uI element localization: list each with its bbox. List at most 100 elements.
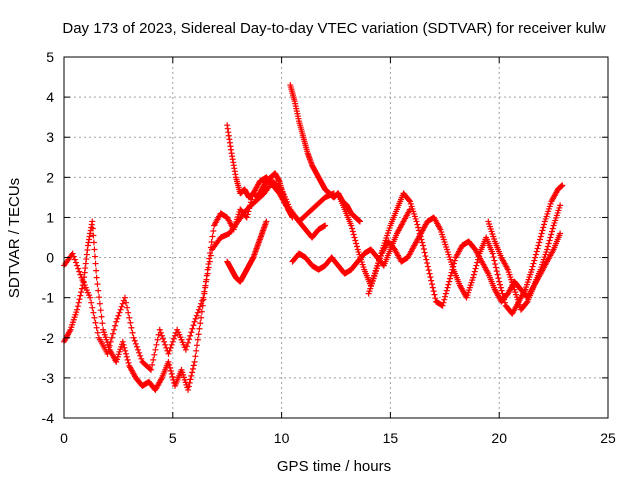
data-point bbox=[72, 259, 79, 266]
data-point bbox=[470, 271, 477, 278]
data-point bbox=[544, 246, 551, 253]
data-point bbox=[446, 278, 453, 285]
series-track-h bbox=[365, 182, 566, 317]
series-track-c bbox=[224, 122, 296, 221]
plot-frame bbox=[63, 56, 609, 419]
data-point bbox=[447, 272, 454, 279]
data-point bbox=[500, 293, 507, 300]
data-point bbox=[263, 218, 270, 225]
data-point bbox=[420, 246, 427, 253]
data-point bbox=[197, 303, 203, 310]
data-point bbox=[474, 259, 481, 266]
data-point bbox=[559, 182, 566, 189]
data-point bbox=[440, 299, 447, 306]
data-point bbox=[530, 260, 537, 267]
x-tick-label: 20 bbox=[491, 430, 507, 446]
data-point bbox=[124, 356, 131, 363]
data-point bbox=[111, 326, 118, 333]
data-point bbox=[90, 232, 97, 239]
data-point bbox=[131, 337, 138, 344]
x-tick-label: 0 bbox=[60, 430, 68, 446]
data-point bbox=[91, 314, 98, 321]
data-point bbox=[74, 306, 81, 313]
data-point bbox=[532, 254, 539, 261]
data-point bbox=[474, 256, 481, 263]
data-point bbox=[125, 309, 132, 316]
data-point bbox=[193, 312, 200, 319]
series-track-f bbox=[289, 206, 413, 277]
data-point bbox=[136, 349, 143, 356]
data-point bbox=[190, 322, 197, 329]
data-point bbox=[204, 270, 211, 277]
data-point bbox=[351, 234, 358, 241]
data-point bbox=[149, 361, 156, 368]
data-point bbox=[167, 344, 174, 351]
data-point bbox=[76, 268, 83, 275]
data-point bbox=[538, 230, 545, 237]
data-point bbox=[92, 319, 99, 326]
data-point bbox=[348, 222, 355, 229]
data-point bbox=[443, 287, 450, 294]
data-point bbox=[198, 300, 205, 307]
data-point bbox=[77, 271, 84, 278]
x-tick-label: 5 bbox=[169, 430, 177, 446]
data-point bbox=[169, 338, 176, 345]
data-point bbox=[356, 218, 363, 225]
data-point bbox=[492, 264, 499, 271]
data-point bbox=[350, 231, 357, 238]
data-point bbox=[501, 299, 508, 306]
y-tick-label: -4 bbox=[42, 410, 55, 426]
data-point bbox=[190, 362, 197, 369]
data-point bbox=[183, 343, 190, 350]
data-point bbox=[70, 253, 77, 260]
data-point bbox=[490, 254, 497, 261]
data-point bbox=[205, 264, 212, 271]
data-point bbox=[118, 303, 125, 310]
data-point bbox=[444, 284, 451, 291]
data-point bbox=[195, 306, 202, 313]
data-point bbox=[96, 300, 103, 307]
data-point bbox=[104, 350, 111, 357]
data-point bbox=[157, 329, 164, 336]
data-point bbox=[133, 343, 140, 350]
data-point bbox=[74, 303, 81, 310]
data-point bbox=[207, 252, 214, 259]
data-point bbox=[489, 250, 496, 257]
data-point bbox=[126, 314, 133, 321]
data-point bbox=[168, 341, 175, 348]
data-point bbox=[167, 367, 174, 374]
data-point bbox=[127, 319, 134, 326]
data-point bbox=[523, 299, 530, 306]
data-point bbox=[152, 346, 159, 353]
data-point bbox=[94, 281, 101, 288]
data-point bbox=[74, 262, 81, 269]
data-point bbox=[429, 281, 436, 288]
data-point bbox=[169, 373, 176, 380]
data-point bbox=[549, 225, 556, 232]
data-point bbox=[470, 274, 477, 281]
data-point bbox=[123, 299, 130, 306]
data-point bbox=[94, 329, 101, 336]
data-point bbox=[537, 236, 543, 243]
data-point bbox=[419, 239, 426, 246]
data-point bbox=[188, 372, 195, 379]
data-point bbox=[196, 325, 203, 332]
data-point bbox=[93, 274, 100, 281]
data-point bbox=[134, 346, 141, 353]
y-tick-label: 4 bbox=[46, 89, 54, 105]
data-point bbox=[532, 251, 539, 258]
data-point bbox=[544, 243, 551, 250]
data-point bbox=[420, 242, 427, 249]
data-point bbox=[115, 312, 122, 319]
data-point bbox=[119, 300, 126, 307]
data-point bbox=[208, 239, 215, 246]
data-point bbox=[171, 332, 178, 339]
data-point bbox=[187, 332, 194, 339]
data-point bbox=[193, 347, 200, 354]
data-point bbox=[109, 330, 116, 337]
data-point bbox=[427, 274, 434, 281]
data-point bbox=[120, 341, 127, 348]
data-point bbox=[150, 356, 157, 363]
data-point bbox=[114, 315, 121, 322]
data-point bbox=[322, 222, 329, 229]
